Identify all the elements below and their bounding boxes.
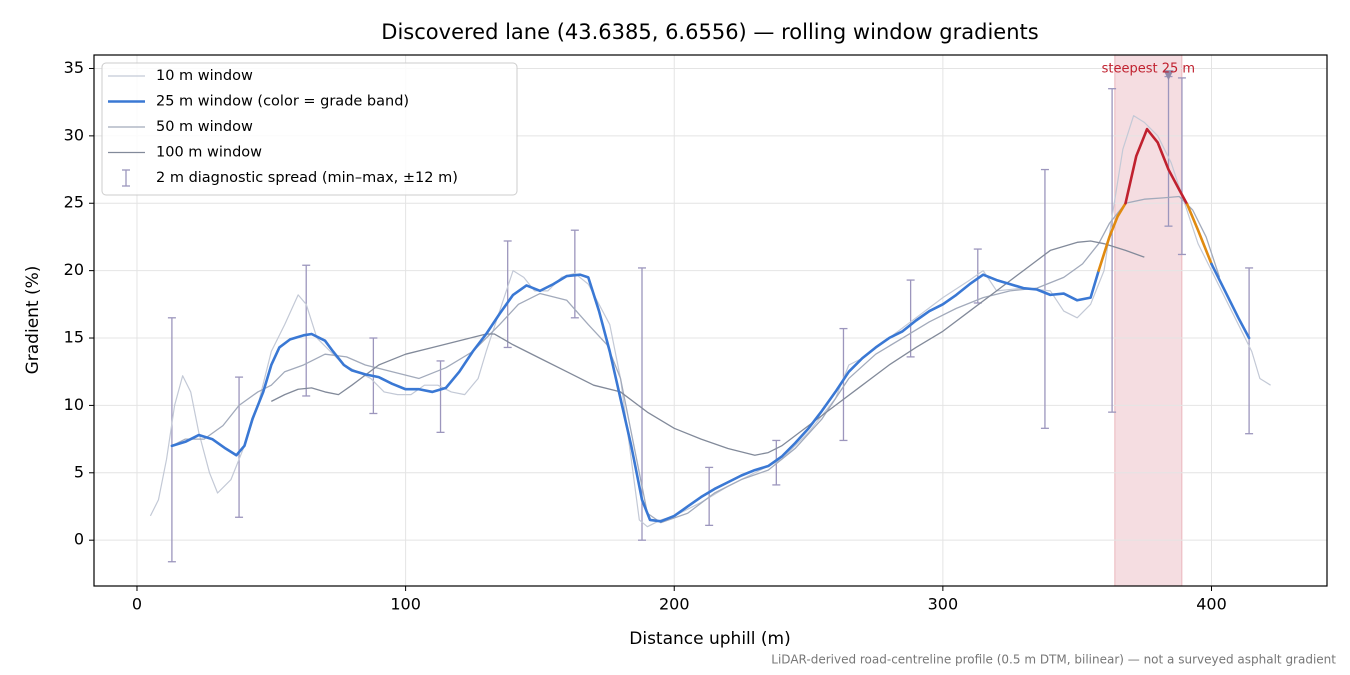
y-tick-label: 30 bbox=[64, 125, 84, 144]
x-tick-label: 100 bbox=[390, 595, 421, 614]
error-bar bbox=[436, 360, 445, 434]
y-tick-label: 15 bbox=[64, 328, 84, 347]
x-tick-label: 300 bbox=[928, 595, 959, 614]
error-bar bbox=[167, 317, 176, 563]
series-line-segment bbox=[1210, 262, 1251, 340]
y-axis-label: Gradient (%) bbox=[23, 266, 43, 375]
x-tick-label: 0 bbox=[132, 595, 142, 614]
series-line bbox=[149, 115, 1271, 528]
legend-label: 100 m window bbox=[156, 145, 262, 161]
y-tick-label: 5 bbox=[74, 462, 84, 481]
y-tick-label: 0 bbox=[74, 530, 84, 549]
error-bar bbox=[235, 376, 244, 518]
error-bar bbox=[839, 327, 848, 442]
series-line-segment bbox=[1097, 201, 1127, 272]
error-bar bbox=[1108, 88, 1117, 413]
series-line bbox=[171, 195, 1221, 524]
y-tick-label: 10 bbox=[64, 395, 84, 414]
error-bar bbox=[1177, 77, 1186, 256]
x-axis-label: Distance uphill (m) bbox=[629, 629, 790, 649]
legend-label: 25 m window (color = grade band) bbox=[156, 94, 409, 110]
error-bar bbox=[906, 279, 915, 358]
x-tick-label: 400 bbox=[1196, 595, 1227, 614]
legend-label: 10 m window bbox=[156, 68, 253, 84]
y-tick-label: 25 bbox=[64, 193, 84, 212]
error-bar bbox=[1245, 267, 1254, 435]
x-tick-label: 200 bbox=[659, 595, 690, 614]
series-line-segment bbox=[170, 269, 1100, 523]
annotation: steepest 25 m bbox=[1102, 62, 1195, 77]
footnote: LiDAR-derived road-centreline profile (0… bbox=[771, 653, 1336, 667]
legend-box bbox=[101, 62, 518, 196]
legend-label: 50 m window bbox=[156, 119, 253, 135]
legend-label: 2 m diagnostic spread (min–max, ±12 m) bbox=[156, 170, 458, 186]
series-line-segment bbox=[1186, 203, 1213, 266]
highlight-span bbox=[1114, 54, 1183, 587]
error-bar bbox=[1040, 168, 1049, 429]
plot-frame bbox=[93, 54, 1328, 587]
y-tick-label: 35 bbox=[64, 58, 84, 77]
error-bar bbox=[503, 240, 512, 349]
peak-marker bbox=[1163, 70, 1174, 81]
legend: 10 m window 25 m window (color = grade ba… bbox=[101, 62, 518, 196]
error-bar bbox=[302, 264, 311, 397]
series-line-segment bbox=[1124, 127, 1189, 206]
y-tick-label: 20 bbox=[64, 260, 84, 279]
chart-title: Discovered lane (43.6385, 6.6556) — roll… bbox=[381, 20, 1038, 44]
